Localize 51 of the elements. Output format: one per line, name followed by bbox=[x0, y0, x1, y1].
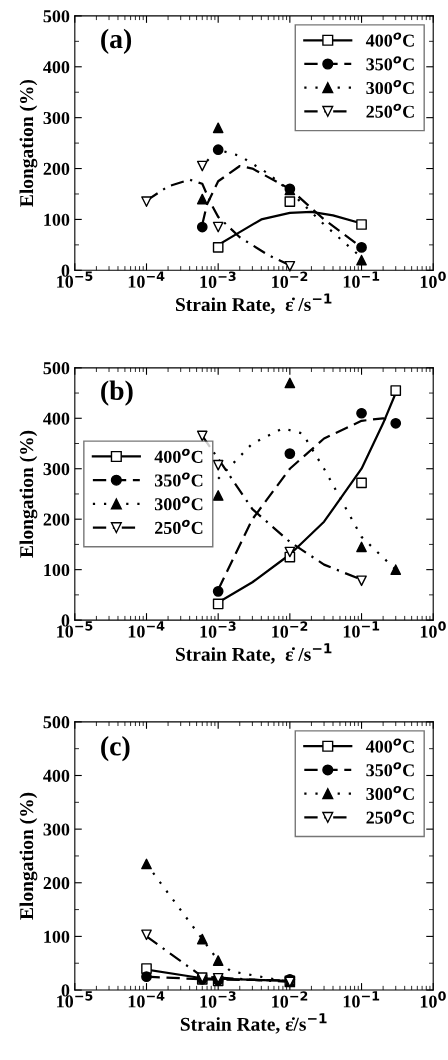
x-axis-title: Strain Rate, ε̇ /s$^{−1}$ bbox=[176, 643, 332, 664]
legend-label: 300$^{o}$C bbox=[366, 785, 414, 801]
chart-title: (a) bbox=[101, 28, 132, 54]
legend-label: 250$^{o}$C bbox=[366, 103, 414, 118]
x-tick-label: 10$^{−4}$ bbox=[128, 621, 165, 638]
y-tick-label: 400 bbox=[43, 61, 70, 74]
chart-title: (b) bbox=[101, 380, 133, 406]
legend-label: 300$^{o}$C bbox=[366, 79, 414, 95]
y-axis-title: Elongation (%) bbox=[19, 792, 38, 920]
x-tick-label: 10$^{−2}$ bbox=[272, 271, 308, 288]
legend-label: 400$^{o}$C bbox=[154, 448, 203, 463]
x-tick-label: 10$^{−4}$ bbox=[128, 271, 165, 288]
y-tick-label: 500 bbox=[43, 10, 70, 23]
y-tick-label: 100 bbox=[44, 930, 70, 943]
x-axis-title: Strain Rate, ε̇/s$^{−1}$ bbox=[180, 1013, 327, 1034]
y-tick-label: 100 bbox=[44, 213, 70, 226]
legend-label: 350$^{o}$C bbox=[366, 56, 414, 71]
legend-label: 400$^{o}$C bbox=[365, 32, 414, 47]
x-tick-label: 10$^{0}$ bbox=[420, 621, 446, 638]
y-tick-label: 200 bbox=[43, 162, 70, 175]
x-tick-label: 10$^{−3}$ bbox=[200, 621, 236, 638]
x-tick-label: 10$^{−2}$ bbox=[272, 991, 308, 1008]
y-tick-label: 500 bbox=[43, 362, 70, 375]
y-tick-label: 300 bbox=[43, 111, 70, 125]
x-tick-label: 10$^{−3}$ bbox=[200, 991, 236, 1008]
legend-label: 250$^{o}$C bbox=[155, 519, 203, 534]
legend-label: 250$^{o}$C bbox=[366, 809, 414, 824]
y-tick-label: 200 bbox=[43, 877, 70, 890]
x-tick-label: 10$^{0}$ bbox=[420, 991, 446, 1008]
legend-label: 350$^{o}$C bbox=[154, 472, 203, 487]
x-tick-label: 10$^{−1}$ bbox=[343, 621, 380, 638]
y-axis-title: Elongation (%) bbox=[19, 79, 38, 207]
legend-label: 400$^{o}$C bbox=[365, 738, 414, 753]
x-tick-label: 10$^{−1}$ bbox=[343, 271, 380, 288]
y-tick-label: 500 bbox=[43, 716, 70, 729]
x-tick-label: 10$^{0}$ bbox=[420, 271, 446, 288]
y-tick-label: 300 bbox=[43, 823, 70, 836]
x-tick-label: 10$^{−4}$ bbox=[128, 991, 165, 1008]
x-tick-label: 10$^{−2}$ bbox=[272, 621, 308, 638]
legend-label: 350$^{o}$C bbox=[366, 762, 414, 777]
y-axis-title: Elongation (%) bbox=[19, 430, 38, 558]
y-tick-label: 400 bbox=[43, 769, 70, 782]
y-tick-label: 100 bbox=[44, 563, 70, 577]
y-tick-label: 300 bbox=[43, 462, 70, 476]
legend-label: 300$^{o}$C bbox=[154, 496, 203, 511]
chart-title: (c) bbox=[101, 736, 130, 762]
y-tick-label: 200 bbox=[43, 513, 70, 526]
y-tick-label: 400 bbox=[43, 412, 70, 425]
x-tick-label: 10$^{−1}$ bbox=[343, 991, 380, 1008]
x-tick-label: 10$^{−3}$ bbox=[200, 271, 236, 288]
x-axis-title: Strain Rate, ε̇ /s$^{−1}$ bbox=[176, 293, 332, 314]
